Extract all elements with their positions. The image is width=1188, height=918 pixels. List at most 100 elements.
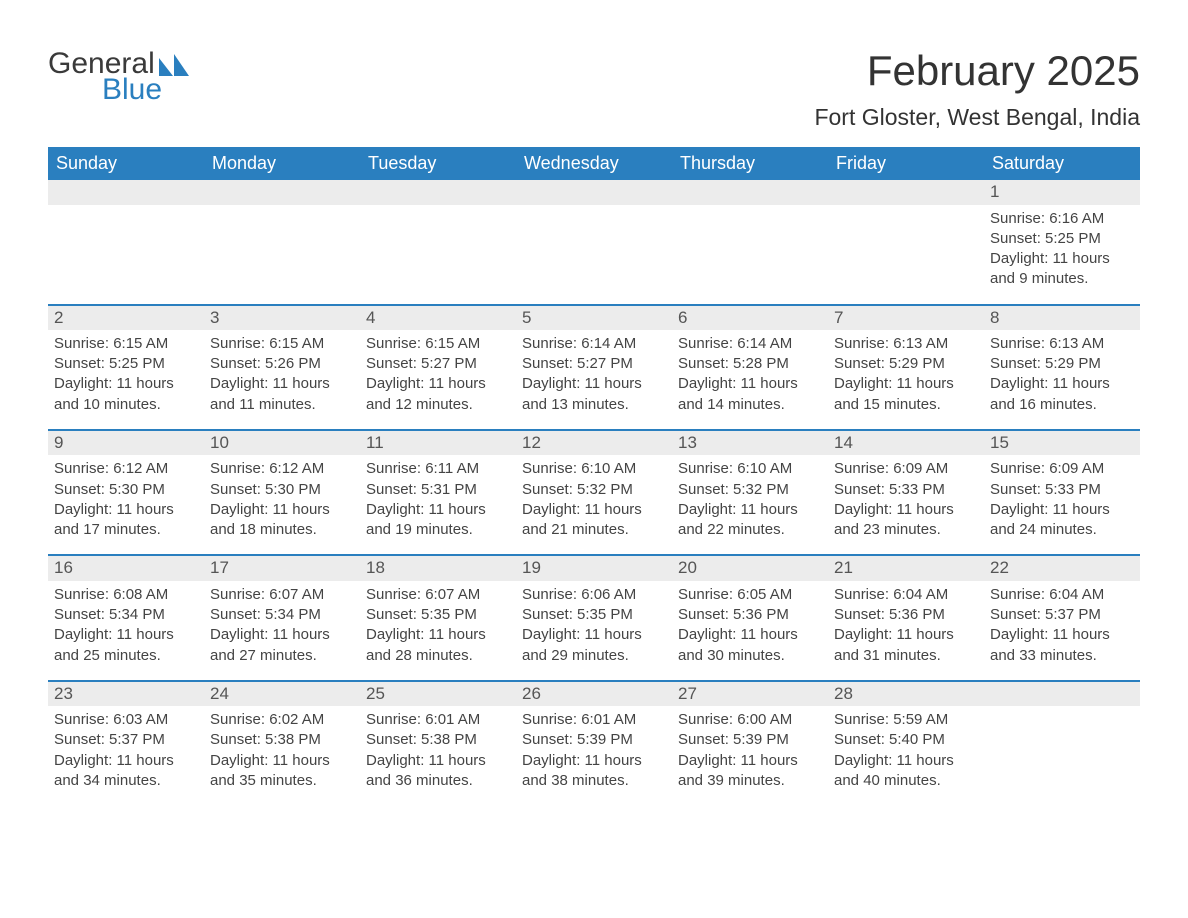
daylight-line: Daylight: 11 hours and 34 minutes. [54, 751, 198, 792]
sunrise-line: Sunrise: 6:12 AM [210, 459, 354, 479]
sunset-line: Sunset: 5:34 PM [210, 605, 354, 625]
day-number: 7 [828, 306, 984, 330]
page-title: February 2025 [814, 48, 1140, 94]
sunrise-line: Sunrise: 6:12 AM [54, 459, 198, 479]
day-number [204, 180, 360, 204]
day-details: Sunrise: 6:00 AMSunset: 5:39 PMDaylight:… [672, 706, 828, 793]
day-cell: 12Sunrise: 6:10 AMSunset: 5:32 PMDayligh… [516, 431, 672, 542]
day-cell [672, 180, 828, 291]
sunrise-line: Sunrise: 6:13 AM [834, 334, 978, 354]
daylight-line: Daylight: 11 hours and 27 minutes. [210, 625, 354, 666]
day-number: 2 [48, 306, 204, 330]
sunrise-line: Sunrise: 6:03 AM [54, 710, 198, 730]
daylight-line: Daylight: 11 hours and 40 minutes. [834, 751, 978, 792]
day-number: 11 [360, 431, 516, 455]
top-row: General Blue February 2025 Fort Gloster,… [48, 48, 1140, 143]
day-cell: 7Sunrise: 6:13 AMSunset: 5:29 PMDaylight… [828, 306, 984, 417]
day-number: 26 [516, 682, 672, 706]
day-cell: 3Sunrise: 6:15 AMSunset: 5:26 PMDaylight… [204, 306, 360, 417]
sunset-line: Sunset: 5:30 PM [54, 480, 198, 500]
daylight-line: Daylight: 11 hours and 35 minutes. [210, 751, 354, 792]
day-details: Sunrise: 6:09 AMSunset: 5:33 PMDaylight:… [984, 455, 1140, 542]
day-details: Sunrise: 6:07 AMSunset: 5:35 PMDaylight:… [360, 581, 516, 668]
day-number: 10 [204, 431, 360, 455]
day-number: 25 [360, 682, 516, 706]
day-cell: 26Sunrise: 6:01 AMSunset: 5:39 PMDayligh… [516, 682, 672, 793]
sunrise-line: Sunrise: 6:04 AM [990, 585, 1134, 605]
day-cell: 9Sunrise: 6:12 AMSunset: 5:30 PMDaylight… [48, 431, 204, 542]
day-details: Sunrise: 6:13 AMSunset: 5:29 PMDaylight:… [828, 330, 984, 417]
daylight-line: Daylight: 11 hours and 17 minutes. [54, 500, 198, 541]
sunset-line: Sunset: 5:36 PM [678, 605, 822, 625]
sunset-line: Sunset: 5:39 PM [678, 730, 822, 750]
day-number: 9 [48, 431, 204, 455]
weekday-header: Saturday [984, 147, 1140, 180]
week-row: 1Sunrise: 6:16 AMSunset: 5:25 PMDaylight… [48, 180, 1140, 291]
day-number: 22 [984, 556, 1140, 580]
daylight-line: Daylight: 11 hours and 10 minutes. [54, 374, 198, 415]
day-details: Sunrise: 6:15 AMSunset: 5:26 PMDaylight:… [204, 330, 360, 417]
day-number: 27 [672, 682, 828, 706]
week-row: 16Sunrise: 6:08 AMSunset: 5:34 PMDayligh… [48, 554, 1140, 667]
day-number [360, 180, 516, 204]
day-number: 1 [984, 180, 1140, 204]
daylight-line: Daylight: 11 hours and 31 minutes. [834, 625, 978, 666]
sunrise-line: Sunrise: 6:15 AM [366, 334, 510, 354]
day-number: 14 [828, 431, 984, 455]
day-details: Sunrise: 6:12 AMSunset: 5:30 PMDaylight:… [48, 455, 204, 542]
day-details: Sunrise: 6:06 AMSunset: 5:35 PMDaylight:… [516, 581, 672, 668]
sunrise-line: Sunrise: 6:09 AM [834, 459, 978, 479]
day-cell [204, 180, 360, 291]
weeks-container: 1Sunrise: 6:16 AMSunset: 5:25 PMDaylight… [48, 180, 1140, 793]
logo-word2: Blue [102, 74, 189, 106]
daylight-line: Daylight: 11 hours and 15 minutes. [834, 374, 978, 415]
day-cell [360, 180, 516, 291]
day-number: 13 [672, 431, 828, 455]
day-cell: 25Sunrise: 6:01 AMSunset: 5:38 PMDayligh… [360, 682, 516, 793]
sunrise-line: Sunrise: 6:02 AM [210, 710, 354, 730]
sunrise-line: Sunrise: 6:09 AM [990, 459, 1134, 479]
sunrise-line: Sunrise: 6:00 AM [678, 710, 822, 730]
page: General Blue February 2025 Fort Gloster,… [0, 0, 1188, 918]
daylight-line: Daylight: 11 hours and 36 minutes. [366, 751, 510, 792]
daylight-line: Daylight: 11 hours and 16 minutes. [990, 374, 1134, 415]
sunrise-line: Sunrise: 6:07 AM [366, 585, 510, 605]
day-details: Sunrise: 6:09 AMSunset: 5:33 PMDaylight:… [828, 455, 984, 542]
day-number: 15 [984, 431, 1140, 455]
daylight-line: Daylight: 11 hours and 18 minutes. [210, 500, 354, 541]
day-cell: 4Sunrise: 6:15 AMSunset: 5:27 PMDaylight… [360, 306, 516, 417]
day-cell [516, 180, 672, 291]
daylight-line: Daylight: 11 hours and 38 minutes. [522, 751, 666, 792]
day-details: Sunrise: 6:10 AMSunset: 5:32 PMDaylight:… [672, 455, 828, 542]
day-cell: 15Sunrise: 6:09 AMSunset: 5:33 PMDayligh… [984, 431, 1140, 542]
day-details: Sunrise: 6:15 AMSunset: 5:25 PMDaylight:… [48, 330, 204, 417]
weekday-header: Wednesday [516, 147, 672, 180]
daylight-line: Daylight: 11 hours and 22 minutes. [678, 500, 822, 541]
day-number [48, 180, 204, 204]
day-cell: 18Sunrise: 6:07 AMSunset: 5:35 PMDayligh… [360, 556, 516, 667]
weekday-header: Monday [204, 147, 360, 180]
week-row: 2Sunrise: 6:15 AMSunset: 5:25 PMDaylight… [48, 304, 1140, 417]
sunset-line: Sunset: 5:33 PM [990, 480, 1134, 500]
flag-icon [159, 54, 189, 76]
sunrise-line: Sunrise: 6:15 AM [54, 334, 198, 354]
sunset-line: Sunset: 5:28 PM [678, 354, 822, 374]
sunrise-line: Sunrise: 6:08 AM [54, 585, 198, 605]
day-number: 28 [828, 682, 984, 706]
sunset-line: Sunset: 5:38 PM [366, 730, 510, 750]
sunrise-line: Sunrise: 6:01 AM [522, 710, 666, 730]
day-details: Sunrise: 6:07 AMSunset: 5:34 PMDaylight:… [204, 581, 360, 668]
sunrise-line: Sunrise: 5:59 AM [834, 710, 978, 730]
day-number: 8 [984, 306, 1140, 330]
day-number: 19 [516, 556, 672, 580]
daylight-line: Daylight: 11 hours and 28 minutes. [366, 625, 510, 666]
daylight-line: Daylight: 11 hours and 30 minutes. [678, 625, 822, 666]
sunset-line: Sunset: 5:25 PM [990, 229, 1134, 249]
sunset-line: Sunset: 5:27 PM [522, 354, 666, 374]
day-number: 20 [672, 556, 828, 580]
sunset-line: Sunset: 5:26 PM [210, 354, 354, 374]
day-cell [828, 180, 984, 291]
calendar: Sunday Monday Tuesday Wednesday Thursday… [48, 147, 1140, 793]
day-number: 5 [516, 306, 672, 330]
day-details: Sunrise: 6:15 AMSunset: 5:27 PMDaylight:… [360, 330, 516, 417]
